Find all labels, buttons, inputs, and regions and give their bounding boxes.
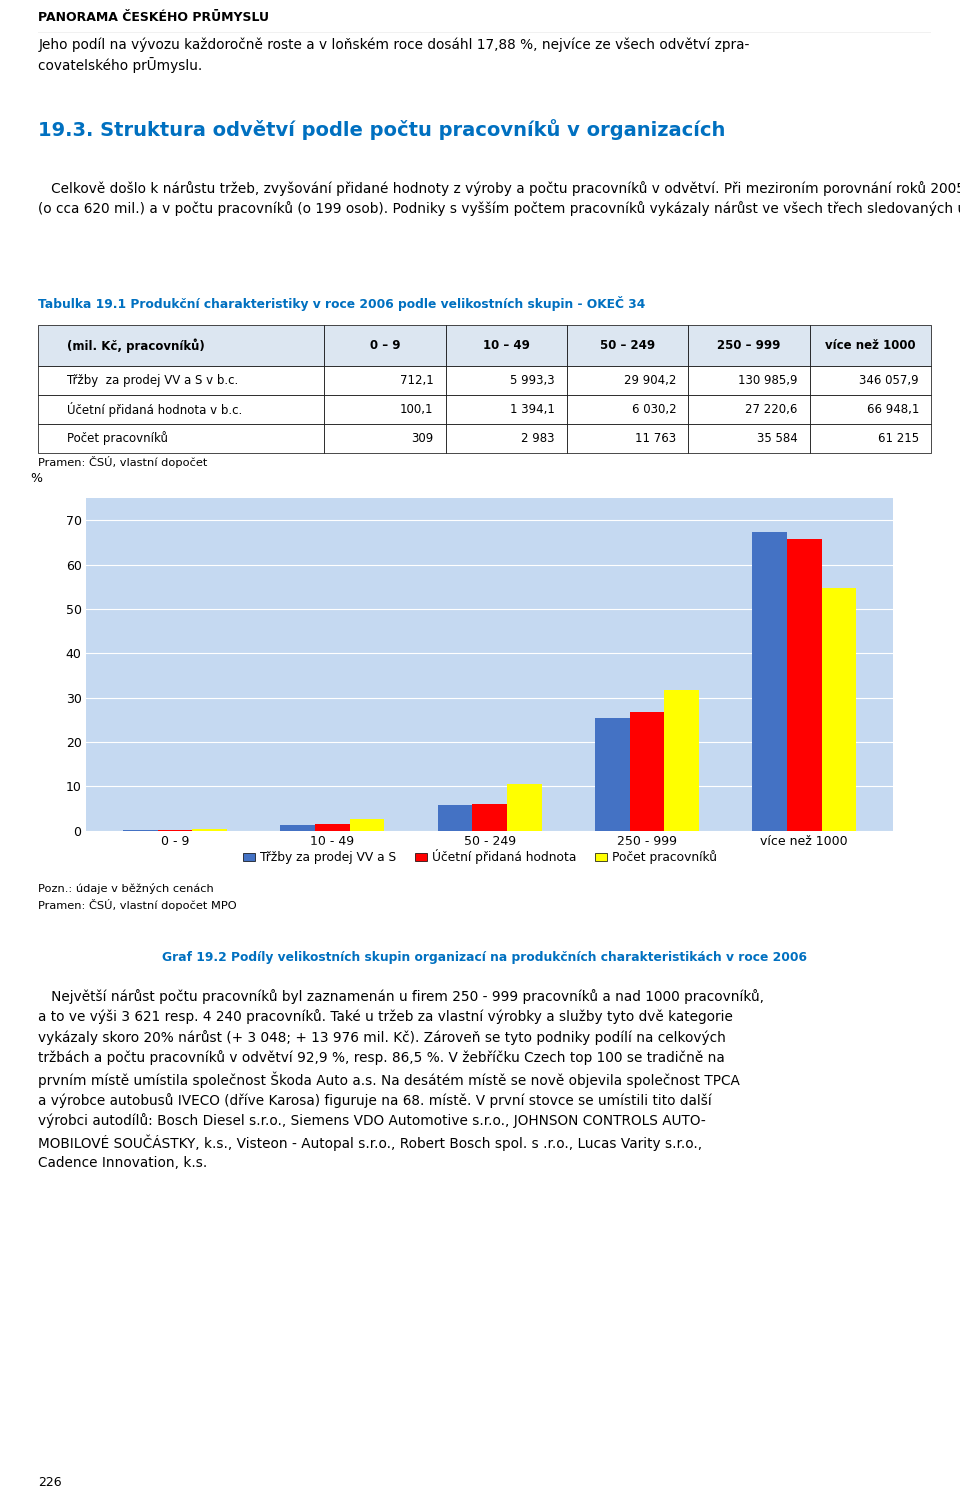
Text: 19.3. Struktura odvětví podle počtu pracovníků v organizacích: 19.3. Struktura odvětví podle počtu prac… — [38, 119, 726, 140]
Text: Graf 19.2 Podíly velikostních skupin organizací na produkčních charakteristikách: Graf 19.2 Podíly velikostních skupin org… — [162, 951, 807, 965]
Bar — [822, 587, 856, 830]
Bar — [664, 690, 699, 831]
Text: %: % — [30, 473, 42, 485]
Bar — [349, 818, 384, 831]
Bar — [595, 717, 630, 831]
Text: 226: 226 — [38, 1477, 62, 1489]
Bar — [315, 824, 349, 830]
Bar — [630, 711, 664, 830]
Bar — [507, 784, 541, 831]
Bar — [753, 532, 787, 830]
Text: Jeho podíl na vývozu každoročně roste a v loňském roce dosáhl 17,88 %, nejvíce z: Jeho podíl na vývozu každoročně roste a … — [38, 38, 750, 74]
Bar — [438, 805, 472, 831]
Text: Tabulka 19.1 Produkční charakteristiky v roce 2006 podle velikostních skupin - O: Tabulka 19.1 Produkční charakteristiky v… — [38, 296, 646, 311]
Bar — [280, 826, 315, 830]
Bar — [787, 539, 822, 830]
Text: PANORAMA ČESKÉHO PRŪMYSLU: PANORAMA ČESKÉHO PRŪMYSLU — [38, 12, 270, 24]
Text: Celkově došlo k nárůstu tržeb, zvyšování přidané hodnoty z výroby a počtu pracov: Celkově došlo k nárůstu tržeb, zvyšování… — [38, 181, 960, 216]
Legend: Třžby za prodej VV a S, Účetní přidaná hodnota, Počet pracovníků: Třžby za prodej VV a S, Účetní přidaná h… — [238, 844, 722, 870]
Text: Pozn.: údaje v běžných cenách
Pramen: ČSÚ, vlastní dopočet MPO: Pozn.: údaje v běžných cenách Pramen: ČS… — [38, 883, 237, 912]
Text: Pramen: ČSÚ, vlastní dopočet: Pramen: ČSÚ, vlastní dopočet — [38, 456, 207, 468]
Text: Největší nárůst počtu pracovníků byl zaznamenán u firem 250 - 999 pracovníků a n: Největší nárůst počtu pracovníků byl zaz… — [38, 989, 764, 1170]
Bar — [472, 805, 507, 831]
